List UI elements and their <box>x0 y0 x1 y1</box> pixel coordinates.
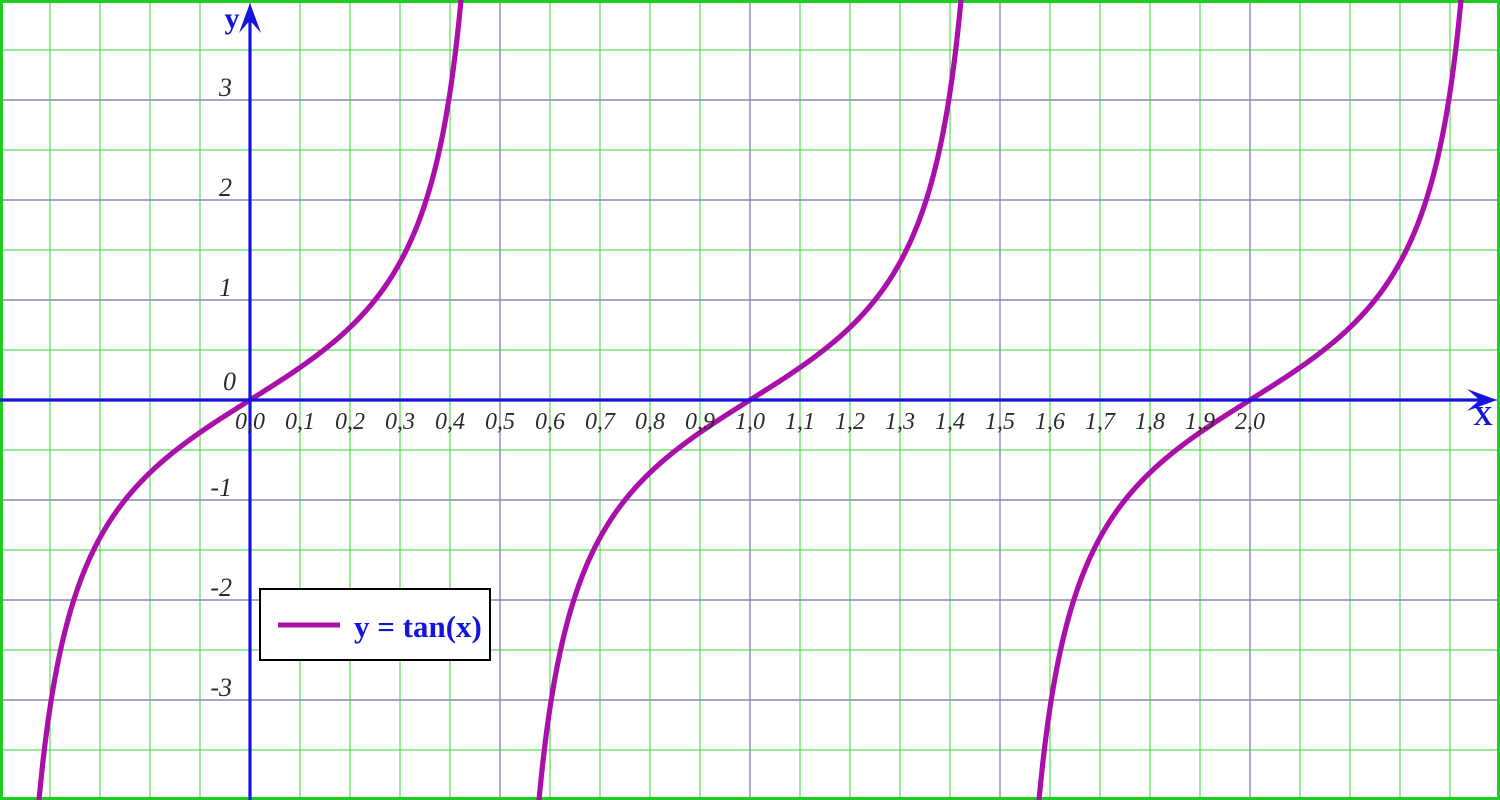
svg-text:-2: -2 <box>210 573 232 602</box>
svg-text:0,3: 0,3 <box>385 409 415 435</box>
svg-text:1,3: 1,3 <box>885 409 915 435</box>
svg-text:2,0: 2,0 <box>1235 409 1265 435</box>
svg-text:0,1: 0,1 <box>285 409 315 435</box>
svg-text:1: 1 <box>219 273 232 302</box>
svg-text:1,5: 1,5 <box>985 409 1015 435</box>
svg-text:0,2: 0,2 <box>335 409 365 435</box>
svg-text:0,8: 0,8 <box>635 409 665 435</box>
svg-text:0: 0 <box>223 367 236 396</box>
svg-text:0,6: 0,6 <box>535 409 565 435</box>
svg-text:-3: -3 <box>210 673 232 702</box>
svg-text:1,7: 1,7 <box>1085 409 1116 435</box>
svg-text:1,4: 1,4 <box>935 409 965 435</box>
svg-text:y: y <box>225 2 240 35</box>
svg-text:3: 3 <box>218 73 232 102</box>
svg-text:1,0: 1,0 <box>735 409 765 435</box>
svg-text:0,4: 0,4 <box>435 409 465 435</box>
svg-text:1,6: 1,6 <box>1035 409 1065 435</box>
svg-text:0,0: 0,0 <box>235 409 265 435</box>
svg-text:1,2: 1,2 <box>835 409 865 435</box>
svg-text:0,7: 0,7 <box>585 409 616 435</box>
svg-text:2: 2 <box>219 173 232 202</box>
svg-text:0,5: 0,5 <box>485 409 515 435</box>
svg-text:1,8: 1,8 <box>1135 409 1165 435</box>
svg-text:X: X <box>1473 401 1493 431</box>
svg-text:1,9: 1,9 <box>1185 409 1215 435</box>
svg-text:0,9: 0,9 <box>685 409 715 435</box>
svg-text:1,1: 1,1 <box>785 409 815 435</box>
svg-text:-1: -1 <box>210 473 232 502</box>
svg-text:y = tan(x): y = tan(x) <box>354 609 482 644</box>
